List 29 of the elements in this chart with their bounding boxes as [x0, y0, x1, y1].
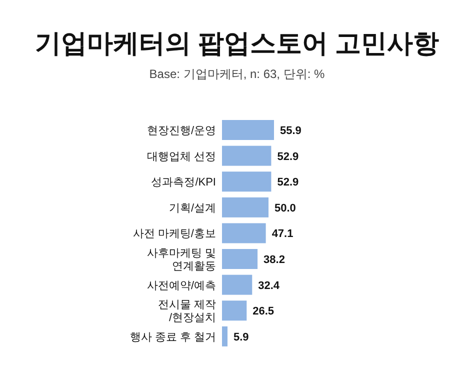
- bar: [222, 274, 252, 295]
- bar: [222, 249, 258, 269]
- y-tick-label: 성과측정/KPI: [151, 176, 216, 189]
- data-label: 52.9: [277, 176, 299, 189]
- y-tick-label: 기획/설계: [168, 202, 216, 214]
- data-label: 47.1: [272, 228, 294, 240]
- bar: [222, 326, 228, 346]
- y-tick-label: 행사 종료 후 철거: [130, 331, 216, 344]
- bar: [222, 172, 272, 192]
- chart-subtitle: Base: 기업마케터, n: 63, 단위: %: [149, 67, 326, 81]
- y-tick-label: 사전예약/예측: [146, 280, 216, 292]
- data-label: 55.9: [280, 125, 302, 137]
- y-tick-label: 대행업체 선정: [146, 150, 216, 163]
- bar: [222, 223, 266, 244]
- data-label: 32.4: [258, 280, 280, 292]
- bar: [222, 120, 274, 140]
- data-label: 52.9: [277, 150, 299, 163]
- data-label: 50.0: [274, 202, 296, 214]
- data-label: 38.2: [264, 254, 285, 266]
- bar: [222, 300, 247, 321]
- data-label: 5.9: [233, 331, 249, 344]
- y-tick-label: 전시물 제작 /현장설치: [158, 299, 216, 324]
- y-tick-label: 사후마케팅 및 연계활동: [146, 248, 216, 272]
- y-tick-label: 현장진행/운영: [146, 125, 216, 137]
- data-label: 26.5: [252, 306, 274, 318]
- bar: [222, 146, 272, 166]
- y-tick-label: 사전 마케팅/홍보: [132, 228, 216, 240]
- bar: [222, 197, 269, 218]
- chart-title: 기업마케터의 팝업스토어 고민사항: [34, 28, 440, 58]
